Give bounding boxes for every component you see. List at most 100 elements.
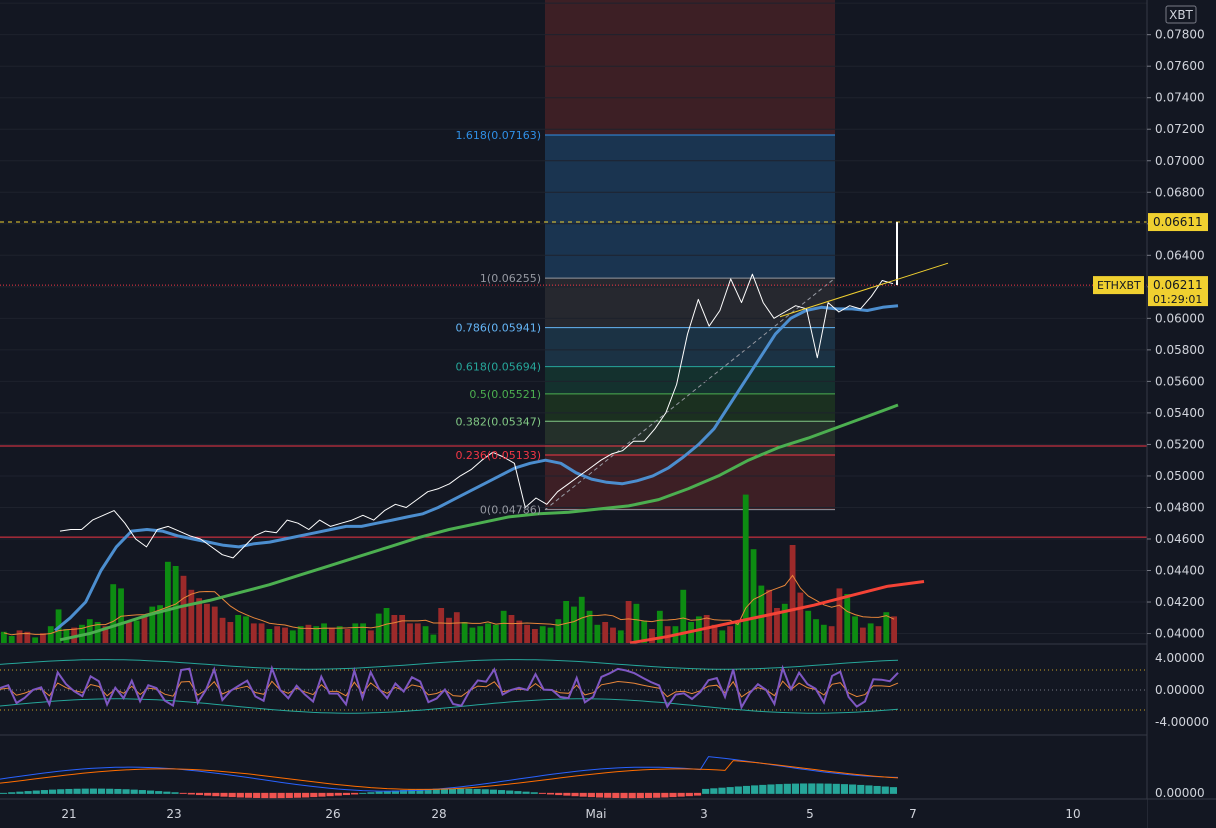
fib-label: 1(0.06255) <box>480 272 541 285</box>
macd-hist-bar <box>587 792 595 798</box>
countdown-label: 01:29:01 <box>1153 293 1202 306</box>
price-tick-label: 0.04000 <box>1155 627 1205 641</box>
volume-bar <box>282 627 288 643</box>
volume-bar <box>391 615 398 643</box>
macd-hist-bar <box>522 791 530 794</box>
time-label: 5 <box>806 807 814 821</box>
macd-hist-bar <box>546 792 555 795</box>
volume-bar <box>110 584 117 643</box>
macd-hist-bar <box>530 792 538 794</box>
fib-label: 0(0.04786) <box>480 504 541 517</box>
macd-hist-bar <box>579 792 587 797</box>
volume-bar <box>1 631 7 643</box>
volume-bar <box>735 622 741 643</box>
fib-label: 0.236(0.05133) <box>455 449 541 462</box>
volume-bar <box>633 603 640 643</box>
macd-hist-bar <box>710 788 718 794</box>
macd-hist-bar <box>644 792 653 798</box>
volume-bar <box>336 626 343 643</box>
macd-hist-bar <box>163 791 171 794</box>
macd-hist-bar <box>734 786 742 794</box>
macd-hist-bar <box>195 792 204 796</box>
osc-tick-label: -4.00000 <box>1155 715 1209 729</box>
macd-hist-bar <box>383 791 391 794</box>
price-tick-label: 0.05600 <box>1155 374 1205 388</box>
fib-zone-236 <box>545 454 835 510</box>
fib-zone-786 <box>545 327 835 367</box>
volume-bar <box>680 589 687 643</box>
macd-hist-bar <box>783 783 791 794</box>
volume-bar <box>141 616 148 643</box>
price-tick-label: 0.05800 <box>1155 343 1205 357</box>
currency-tag <box>1165 5 1197 24</box>
macd-hist-bar <box>881 786 889 794</box>
volume-bar <box>422 626 429 643</box>
volume-bar <box>438 608 445 643</box>
volume-bar <box>781 603 788 643</box>
volume-bar <box>368 630 374 643</box>
price-tick-label: 0.05200 <box>1155 437 1205 451</box>
volume-bar <box>235 615 242 643</box>
macd-hist-bar <box>130 789 138 794</box>
volume-bars <box>1 494 897 643</box>
volume-bar <box>774 608 780 643</box>
price-tick-label: 0.06400 <box>1155 248 1205 262</box>
volume-bar <box>883 612 890 643</box>
macd-hist-bar <box>767 784 775 794</box>
macd-hist-bar <box>400 790 408 794</box>
volume-bar <box>399 615 406 643</box>
fib-zone-618 <box>545 366 835 394</box>
macd-hist-bar <box>236 792 244 798</box>
macd-hist-bar <box>595 792 604 798</box>
volume-bar <box>852 616 858 643</box>
volume-bar <box>867 623 874 643</box>
macd-hist-bar <box>334 792 342 796</box>
volume-bar <box>344 629 351 643</box>
macd-hist-bar <box>816 783 824 794</box>
macd-hist-bar <box>359 792 367 794</box>
volume-bar <box>86 619 93 643</box>
volume-bar <box>297 626 304 643</box>
volume-bar <box>547 627 554 643</box>
time-label: 10 <box>1065 807 1080 821</box>
volume-bar <box>102 626 109 643</box>
symbol-tag <box>1093 276 1144 295</box>
price-tick-label: 0.07800 <box>1155 28 1205 42</box>
time-axis: 21 23 26 28 Mai 3 5 7 10 <box>0 798 1216 828</box>
volume-bar <box>157 605 163 643</box>
macd-hist-bar <box>65 788 73 794</box>
time-label: 3 <box>700 807 708 821</box>
volume-bar <box>531 629 538 643</box>
volume-bar <box>508 615 515 643</box>
macd-hist-bar <box>669 792 677 798</box>
fib-diagonal <box>544 277 836 511</box>
volume-bar <box>875 626 882 643</box>
macd-hist-bar <box>604 792 612 798</box>
macd-hist-bar <box>702 788 710 794</box>
macd-hist-bar <box>342 792 351 796</box>
macd-hist-bar <box>832 783 840 794</box>
volume-bar <box>766 589 773 643</box>
price-tick-label: 0.06800 <box>1155 185 1205 199</box>
price-line <box>59 273 894 559</box>
fib-zone-1618 <box>545 135 835 279</box>
volume-bar <box>352 623 359 643</box>
macd-hist-bar <box>146 790 155 794</box>
volume-bar <box>430 634 437 643</box>
macd-hist-bar <box>653 792 661 798</box>
macd-hist-bar <box>187 792 195 795</box>
last-price-label: 0.06211 <box>1153 278 1203 292</box>
volume-bar <box>524 624 530 643</box>
macd-hist-bar <box>375 791 383 794</box>
macd-hist-bar <box>457 788 465 794</box>
macd-hist-bar <box>81 788 89 794</box>
osc-lower-line <box>0 698 899 714</box>
volume-bar <box>383 608 390 643</box>
price-tick-label: 0.04600 <box>1155 532 1205 546</box>
macd-hist-bar <box>620 792 628 799</box>
macd-hist-bar <box>857 784 865 794</box>
volume-bar <box>602 622 609 643</box>
time-label: 26 <box>325 807 340 821</box>
